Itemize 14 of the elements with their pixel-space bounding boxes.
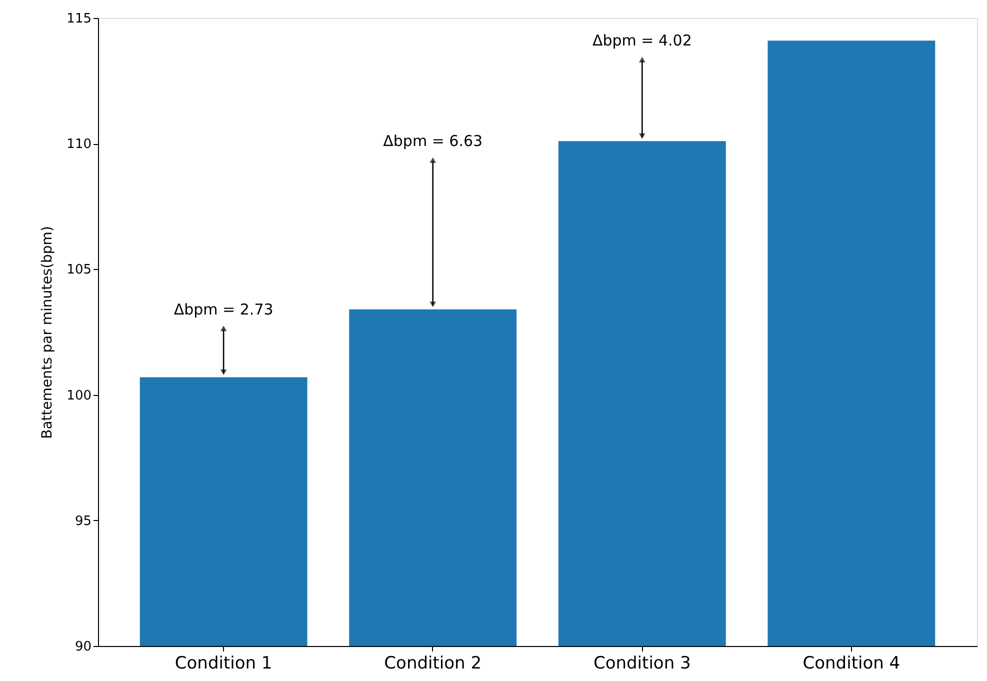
x-tick-label: Condition 1	[174, 654, 272, 674]
y-tick-label: 105	[66, 262, 92, 278]
x-tick-label: Condition 3	[593, 654, 691, 674]
y-tick-label: 110	[66, 137, 92, 152]
annotation: Δbpm = 4.02	[592, 32, 692, 50]
y-tick-label: 100	[66, 388, 92, 404]
annotation: Δbpm = 6.63	[383, 132, 483, 150]
x-tick-label: Condition 4	[802, 654, 900, 674]
x-tick-label: Condition 2	[384, 654, 482, 674]
y-tick-label: 90	[74, 640, 92, 654]
y-tick-label: 95	[74, 514, 92, 529]
annotation: Δbpm = 2.73	[174, 300, 274, 318]
y-axis-title: Battements par minutes(bpm)	[40, 226, 56, 439]
y-tick-label: 115	[66, 12, 92, 26]
